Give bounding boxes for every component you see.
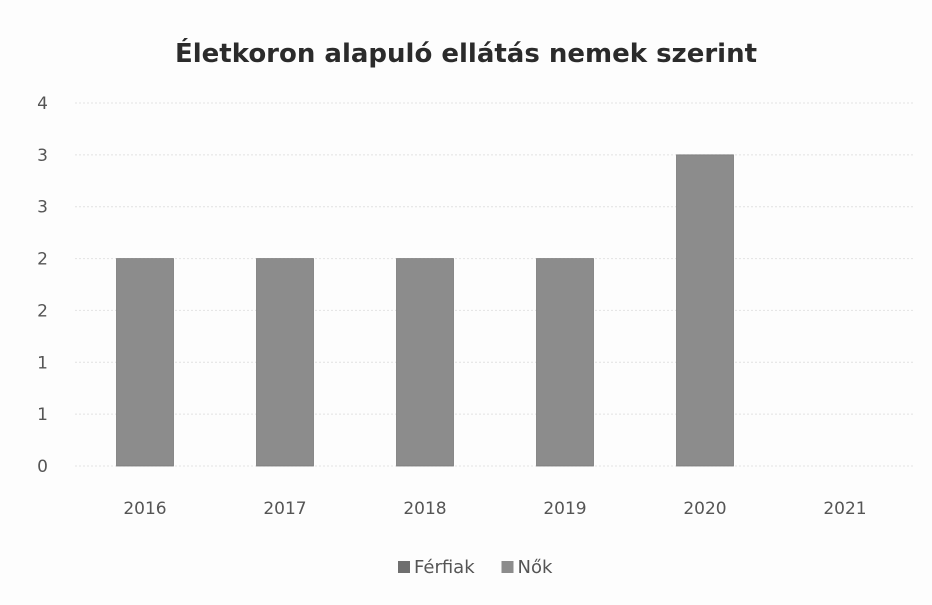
chart-title: Életkoron alapuló ellátás nemek szerint: [175, 37, 757, 69]
x-tick-label: 2021: [823, 499, 866, 519]
y-tick-label: 1: [37, 353, 48, 373]
bars: [116, 154, 734, 467]
x-tick-label: 2020: [683, 499, 726, 519]
bar-Nők-2019: [536, 258, 594, 467]
bar-Nők-2018: [396, 258, 454, 467]
x-tick-label: 2017: [263, 499, 306, 519]
y-tick-label: 1: [37, 405, 48, 425]
y-tick-label: 0: [37, 457, 48, 477]
legend-swatch: [501, 561, 514, 573]
y-tick-label: 2: [37, 301, 48, 321]
y-tick-label: 4: [37, 94, 48, 114]
bar-Nők-2016: [116, 258, 174, 467]
bar-Nők-2017: [256, 258, 314, 467]
legend-label: Nők: [518, 557, 553, 578]
bar-Nők-2020: [676, 154, 734, 467]
y-tick-label: 3: [37, 198, 48, 218]
gridlines: [75, 102, 915, 467]
x-tick-label: 2019: [543, 499, 586, 519]
y-axis-ticks: 0 1 1 2 2 3 3 4: [37, 94, 48, 477]
x-tick-label: 2018: [403, 499, 446, 519]
legend: Férfiak Nők: [398, 557, 553, 578]
legend-label: Férfiak: [414, 557, 475, 578]
x-tick-label: 2016: [123, 499, 166, 519]
x-axis-ticks: 2016 2017 2018 2019 2020 2021: [123, 499, 866, 519]
legend-swatch: [398, 561, 410, 573]
y-tick-label: 3: [37, 146, 48, 166]
y-tick-label: 2: [37, 250, 48, 270]
